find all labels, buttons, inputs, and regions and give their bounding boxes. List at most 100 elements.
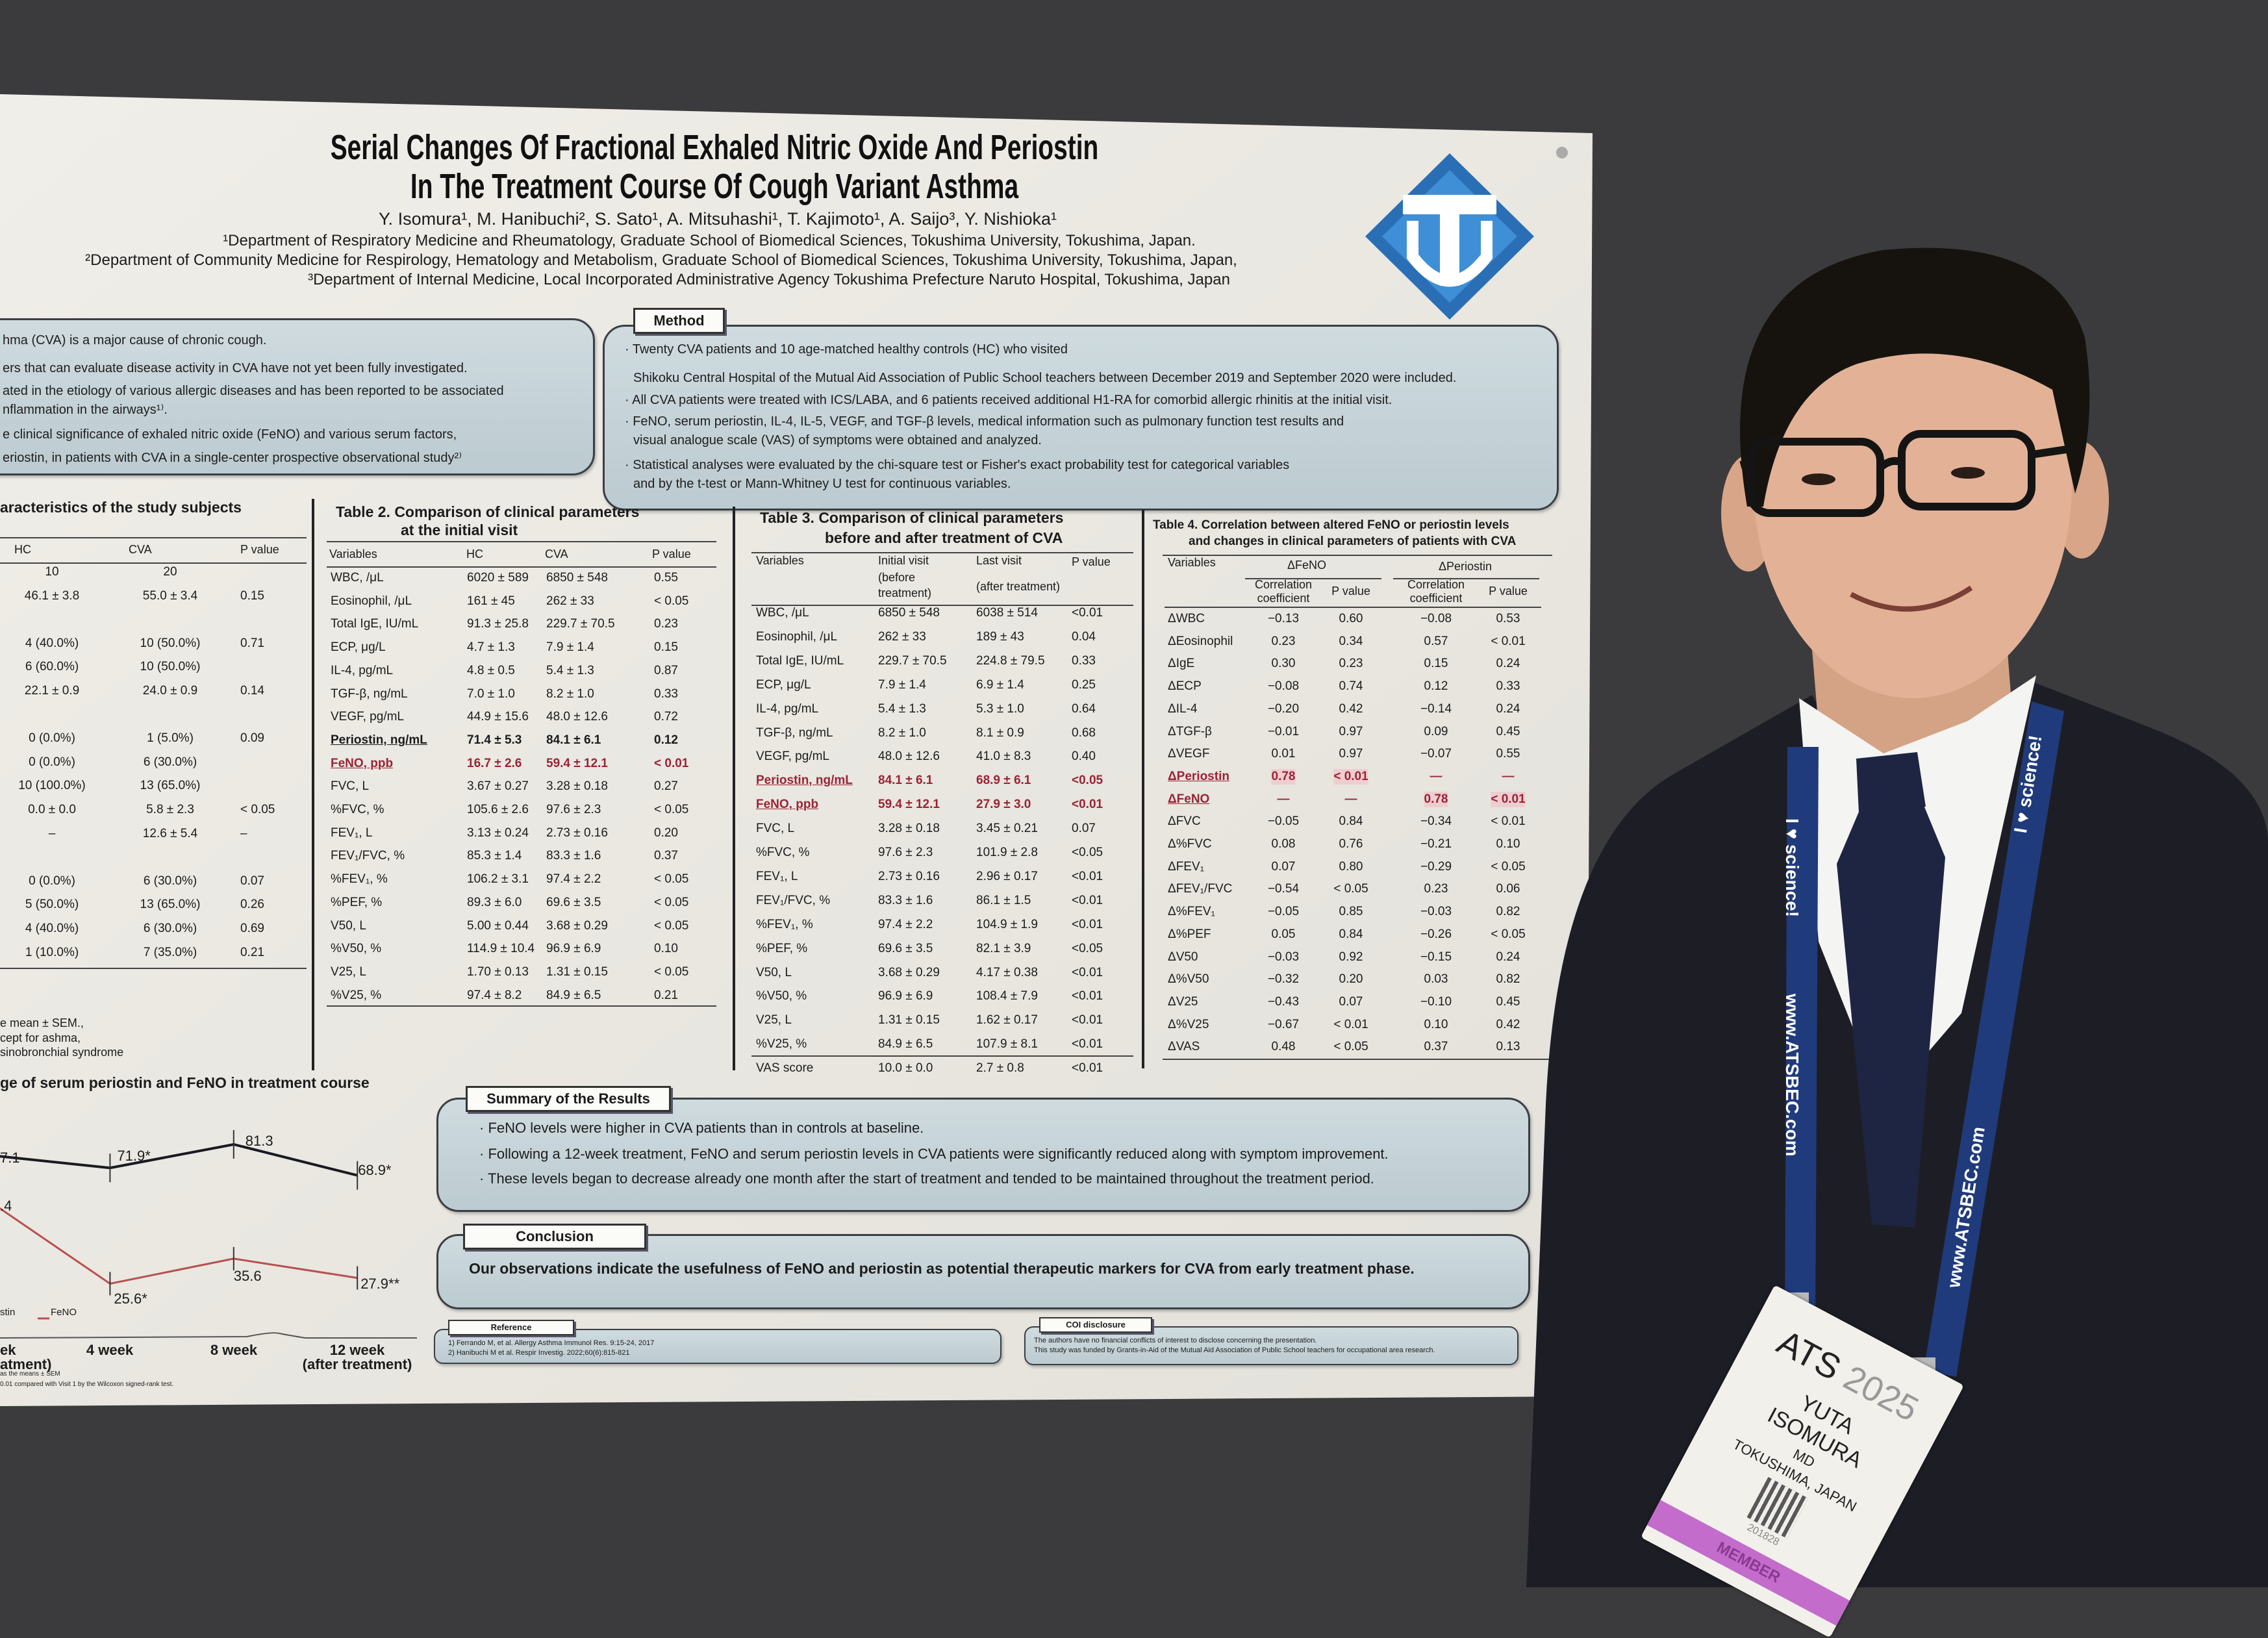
table3-cell: 6038 ± 514	[976, 606, 1038, 620]
table1-cell-hc: 4 (40.0%)	[25, 922, 79, 935]
left-eye	[1802, 473, 1835, 485]
table-rule	[0, 968, 307, 969]
table4-cell: −0.32	[1267, 972, 1300, 987]
table1-header: P value	[240, 543, 279, 556]
lanyard-right-strap	[1924, 701, 2064, 1377]
table3-cell: 3.68 ± 0.29	[878, 965, 940, 979]
glasses-icon	[1739, 430, 2076, 517]
table3-cell: FVC, L	[756, 822, 795, 836]
table2-cell: < 0.05	[654, 594, 689, 608]
table2-cell: 91.3 ± 25.8	[467, 617, 529, 631]
table2-cell: 48.0 ± 12.6	[546, 710, 608, 724]
table3-cell: <0.01	[1072, 917, 1103, 931]
legend-label: stin	[0, 1307, 16, 1318]
table4-cell: −0.54	[1267, 882, 1300, 896]
table4-cell: 0.45	[1496, 994, 1520, 1009]
table4-cell: −0.20	[1267, 701, 1300, 716]
table-rule	[751, 605, 1133, 606]
table2-cell: 84.9 ± 6.5	[546, 988, 601, 1002]
table1-cell-hc: 0 (0.0%)	[29, 874, 75, 888]
table4-cell: −0.08	[1267, 679, 1300, 694]
data-label: .4	[0, 1198, 12, 1215]
method-line: Shikoku Central Hospital of the Mutual A…	[633, 371, 1457, 385]
table2-cell: Eosinophil, /μL	[331, 594, 412, 608]
summary-label: Summary of the Results	[466, 1086, 671, 1112]
conclusion-label: Conclusion	[463, 1224, 646, 1250]
table3-header: Last visit	[976, 554, 1022, 567]
table4-cell: 0.60	[1339, 612, 1363, 625]
table3-cell: <0.01	[1072, 893, 1103, 907]
table4-header: Correlation	[1254, 578, 1313, 591]
table2-cell: 44.9 ± 15.6	[467, 710, 529, 724]
table4-cell: −0.14	[1420, 701, 1452, 716]
table2-cell: 0.72	[654, 710, 678, 724]
table2-cell: 1.31 ± 0.15	[546, 964, 608, 979]
table4-cell: ΔWBC	[1168, 612, 1205, 625]
table2-cell: 0.15	[654, 640, 678, 655]
table2-cell: 71.4 ± 5.3	[467, 733, 522, 747]
table2-header: CVA	[545, 548, 568, 561]
table4-cell: ΔPeriostin	[1168, 769, 1229, 783]
table2-cell: 6850 ± 548	[546, 571, 608, 585]
line-chart	[0, 1129, 417, 1339]
table3-cell: 96.9 ± 6.9	[878, 989, 933, 1003]
table4-cell: 0.37	[1424, 1040, 1448, 1054]
table3-header: (after treatment)	[976, 580, 1061, 593]
column-divider	[733, 507, 735, 1070]
necktie	[1837, 805, 1945, 1228]
table4-cell: Δ%FEV₁	[1168, 905, 1215, 919]
table2-cell: 5.4 ± 1.3	[546, 663, 594, 677]
table4-header: P value	[1331, 585, 1370, 598]
table4-cell: 0.78	[1271, 768, 1296, 785]
table2-cell: 0.87	[654, 663, 678, 677]
table4-cell: 0.06	[1496, 882, 1520, 896]
intro-line: ers that can evaluate disease activity i…	[3, 361, 468, 375]
table4-cell: < 0.01	[1333, 768, 1368, 785]
table4-cell: −0.15	[1420, 950, 1452, 964]
intro-line: eriostin, in patients with CVA in a sing…	[3, 451, 462, 465]
table-rule	[327, 1005, 716, 1007]
table4-cell: Δ%V50	[1168, 972, 1209, 987]
table4-cell: ΔV25	[1168, 994, 1198, 1009]
table4-cell: 0.78	[1424, 791, 1448, 807]
table1-cell-p: 0.15	[240, 588, 264, 603]
table2-cell: 69.6 ± 3.5	[546, 895, 601, 909]
table2-cell: FEV₁/FVC, %	[331, 849, 405, 863]
table2-cell: 5.00 ± 0.44	[467, 918, 529, 933]
table3-cell: FEV₁/FVC, %	[756, 893, 831, 907]
table2-cell: %FVC, %	[331, 803, 384, 816]
table2-cell: VEGF, pg/mL	[331, 710, 404, 724]
table3-cell: 0.40	[1072, 750, 1096, 764]
table3-cell: 189 ± 43	[976, 629, 1024, 644]
table4-cell: 0.10	[1496, 837, 1520, 851]
table2-cell: < 0.05	[654, 918, 689, 933]
table2-cell: 4.7 ± 1.3	[467, 640, 515, 655]
method-line: · Twenty CVA patients and 10 age-matched…	[625, 342, 1068, 357]
table3-cell: 3.28 ± 0.18	[878, 822, 940, 836]
table1-cell-p: < 0.05	[240, 803, 275, 816]
conclusion-text: Our observations indicate the usefulness…	[469, 1260, 1415, 1277]
table4-cell: 0.80	[1339, 859, 1363, 874]
x-tick-label: 4 week	[86, 1342, 134, 1358]
table3-cell: 41.0 ± 8.3	[976, 750, 1031, 764]
table4-cell: −0.29	[1420, 859, 1452, 874]
table4-cell: 0.24	[1496, 950, 1520, 964]
table2-cell: 16.7 ± 2.6	[467, 756, 522, 770]
table3-cell: 1.31 ± 0.15	[878, 1013, 940, 1027]
table4-cell: ΔV50	[1168, 950, 1198, 964]
table3-cell: ECP, μg/L	[756, 677, 811, 692]
table3-cell: <0.01	[1072, 606, 1103, 620]
table4-cell: 0.24	[1496, 701, 1520, 716]
data-label: 81.3	[245, 1132, 273, 1149]
table1-cell-cva: 13 (65.0%)	[140, 898, 201, 912]
table-rule	[327, 566, 716, 568]
table4-cell: 0.82	[1496, 905, 1520, 919]
table2-cell: %FEV₁, %	[331, 872, 388, 887]
table3-cell: 101.9 ± 2.8	[976, 846, 1038, 859]
table2-cell: V50, L	[331, 918, 366, 933]
table1-cell-hc: –	[48, 826, 56, 840]
table1-cell-hc: 0.0 ± 0.0	[28, 803, 76, 816]
table1-cell-p: 0.09	[240, 731, 264, 746]
table3-header: P value	[1072, 555, 1111, 568]
poster-title-line-2: In The Treatment Course Of Cough Variant…	[410, 167, 1019, 206]
